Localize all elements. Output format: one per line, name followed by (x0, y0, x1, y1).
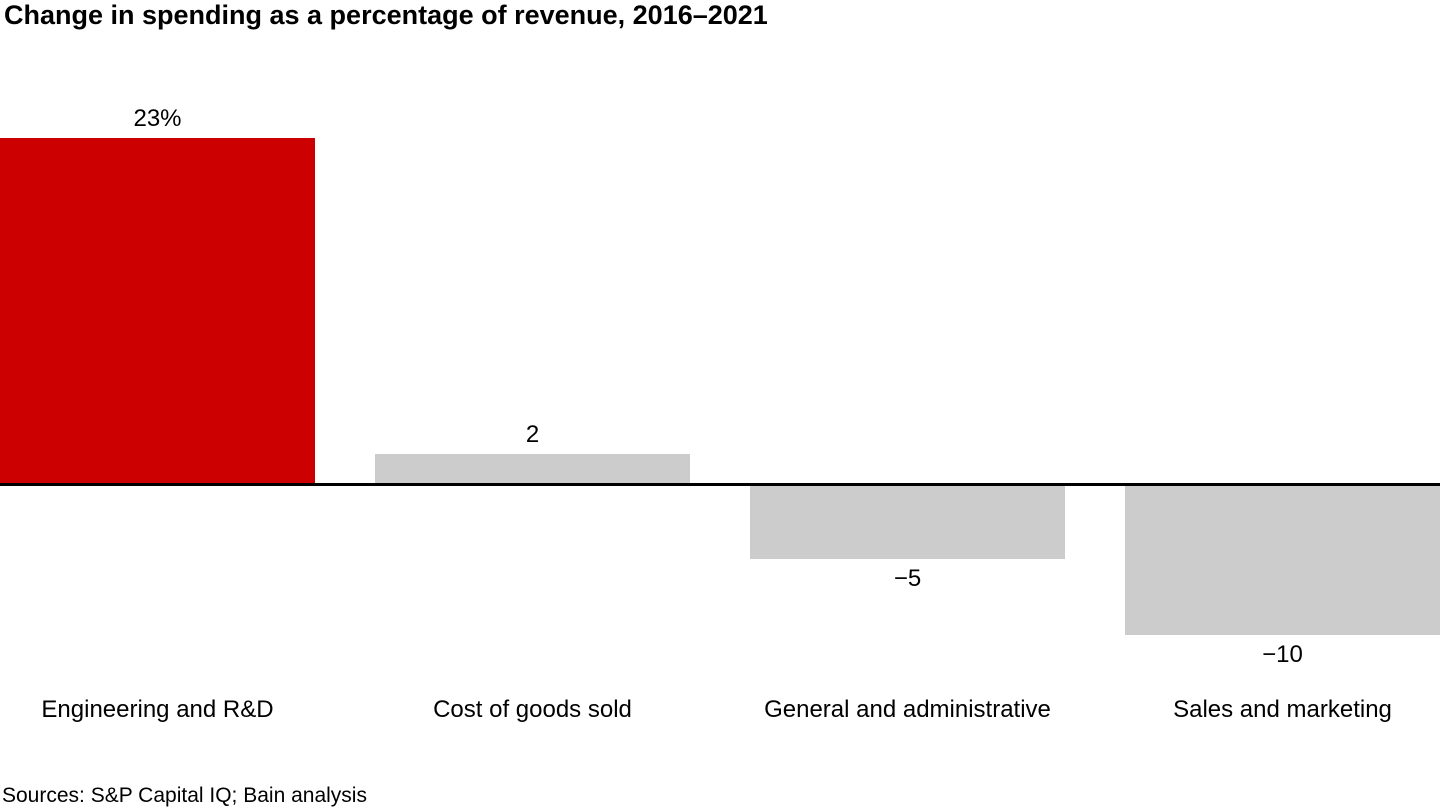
bar-value-label-cost-of-goods-sold: 2 (525, 421, 540, 448)
bar-cost-of-goods-sold (375, 454, 690, 484)
chart-title: Change in spending as a percentage of re… (4, 0, 768, 30)
bar-category-label-general-and-administrative: General and administrative (764, 696, 1051, 723)
bar-category-label-sales-and-marketing: Sales and marketing (1173, 696, 1392, 723)
bar-engineering-and-r-d (0, 138, 315, 484)
bar-value-label-sales-and-marketing: −10 (1262, 641, 1303, 668)
source-note: Sources: S&P Capital IQ; Bain analysis (2, 784, 367, 807)
x-axis-baseline (0, 483, 1440, 486)
bar-value-label-general-and-administrative: −5 (893, 565, 922, 592)
bar-sales-and-marketing (1125, 484, 1440, 635)
bar-category-label-engineering-and-r-d: Engineering and R&D (41, 696, 274, 723)
bar-general-and-administrative (750, 484, 1065, 559)
bar-category-label-cost-of-goods-sold: Cost of goods sold (433, 696, 632, 723)
bar-value-label-engineering-and-r-d: 23% (133, 105, 182, 132)
